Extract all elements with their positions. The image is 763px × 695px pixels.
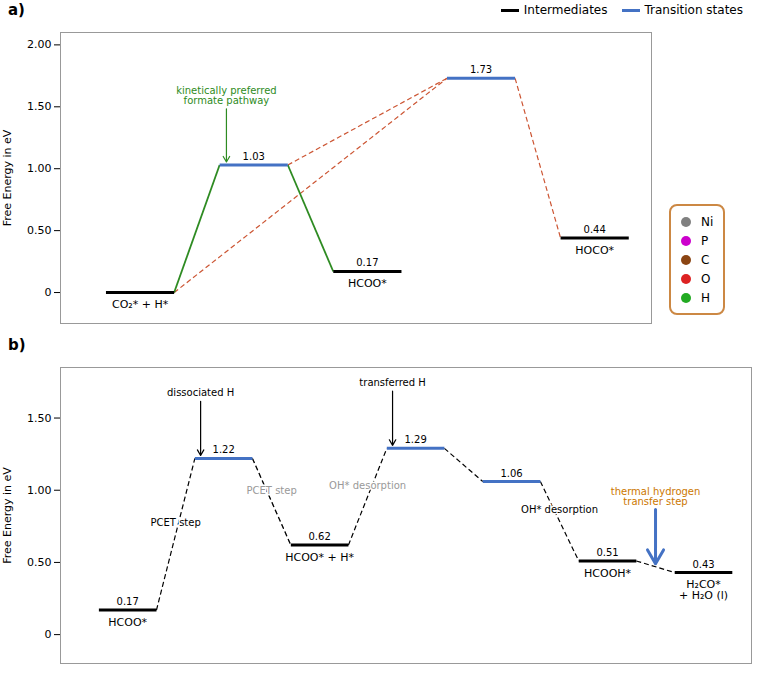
svg-text:HCOO*: HCOO* <box>108 616 147 629</box>
svg-text:1.73: 1.73 <box>470 64 492 75</box>
html-text:b): b) <box>8 336 26 354</box>
html-text:a): a) <box>8 1 25 19</box>
html-text:C: C <box>701 252 710 267</box>
svg-text:0.43: 0.43 <box>692 559 714 570</box>
svg-text:kinetically preferredformate p: kinetically preferredformate pathway <box>176 85 276 106</box>
svg-text:0.62: 0.62 <box>308 531 330 542</box>
svg-text:CO₂* + H*: CO₂* + H* <box>112 298 169 311</box>
svg-text:0.44: 0.44 <box>584 224 606 235</box>
svg-text:0.17: 0.17 <box>117 596 139 607</box>
svg-text:1.50: 1.50 <box>27 100 52 113</box>
svg-text:1.00: 1.00 <box>27 484 52 497</box>
html-text:H: H <box>701 290 710 305</box>
svg-text:1.22: 1.22 <box>213 444 235 455</box>
svg-text:PCET step: PCET step <box>247 485 297 496</box>
svg-text:1.00: 1.00 <box>27 162 52 175</box>
svg-text:0: 0 <box>45 286 52 299</box>
svg-text:HOCO*: HOCO* <box>575 244 614 257</box>
html-text:Transition states: Transition states <box>644 3 743 17</box>
svg-text:HCOO*: HCOO* <box>348 277 387 290</box>
svg-text:1.50: 1.50 <box>27 412 52 425</box>
svg-text:thermal hydrogentransfer step: thermal hydrogentransfer step <box>611 486 701 507</box>
svg-text:OH* desorption: OH* desorption <box>329 480 406 491</box>
svg-text:2.00: 2.00 <box>27 38 52 51</box>
svg-text:PCET step: PCET step <box>151 517 201 528</box>
svg-text:transferred H: transferred H <box>359 377 425 388</box>
svg-text:Free Energy in eV: Free Energy in eV <box>1 129 14 226</box>
svg-text:1.03: 1.03 <box>243 151 265 162</box>
svg-text:0: 0 <box>45 628 52 641</box>
svg-text:0.50: 0.50 <box>27 556 52 569</box>
svg-text:dissociated H: dissociated H <box>167 387 234 398</box>
svg-text:0.17: 0.17 <box>356 257 378 268</box>
html-text:Intermediates: Intermediates <box>523 3 608 17</box>
svg-text:HCOO* + H*: HCOO* + H* <box>285 551 354 564</box>
html-text:Ni: Ni <box>701 214 714 229</box>
svg-text:1.29: 1.29 <box>404 434 426 445</box>
svg-text:HCOOH*: HCOOH* <box>584 567 632 580</box>
svg-text:0.50: 0.50 <box>27 224 52 237</box>
svg-text:Free Energy in eV: Free Energy in eV <box>1 467 14 564</box>
svg-text:H₂CO*+ H₂O (l): H₂CO*+ H₂O (l) <box>679 578 728 602</box>
svg-text:1.06: 1.06 <box>500 468 522 479</box>
svg-text:0.51: 0.51 <box>596 547 618 558</box>
svg-text:OH* desorption: OH* desorption <box>521 504 598 515</box>
html-text:P: P <box>701 233 709 248</box>
html-text:O: O <box>701 271 711 286</box>
